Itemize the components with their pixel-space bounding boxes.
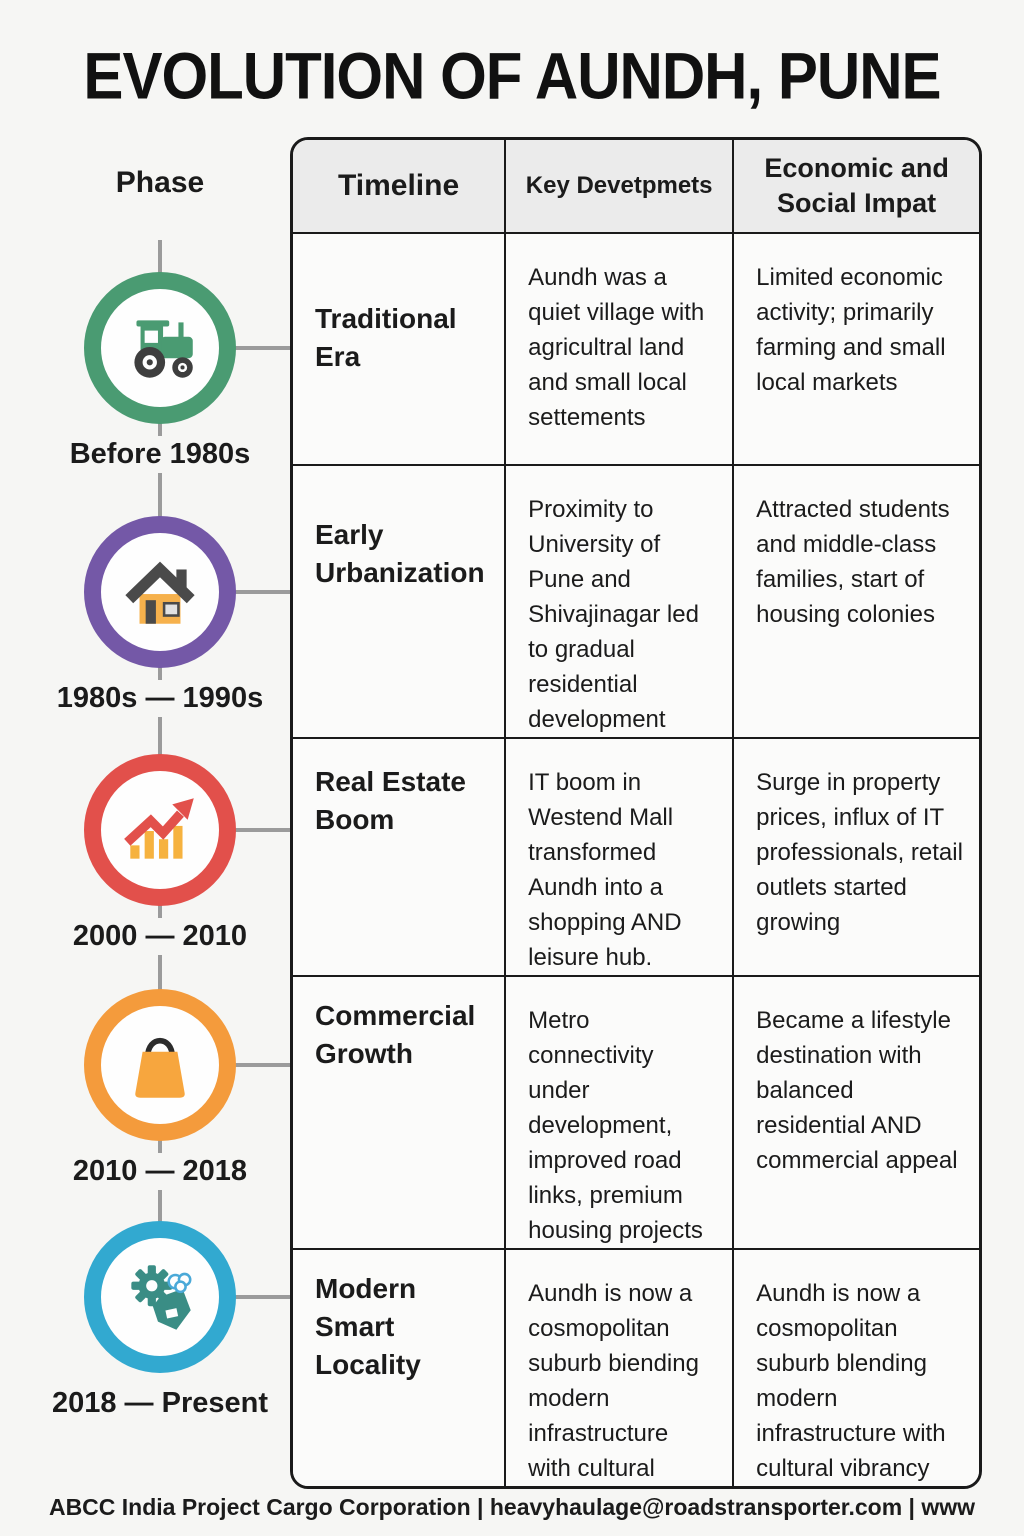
row-impact: Limited economic activity; primarily far… [732,231,979,464]
house-icon [125,561,195,624]
row-developments: Aundh is now a cosmopolitan suburb biend… [504,1248,733,1486]
col-header-impact: Economic and Social Impat [732,140,979,232]
phase-connector [232,1063,292,1067]
row-timeline: Early Urbanization [293,464,505,737]
tractor-icon [134,320,193,378]
phase-ring [84,272,236,424]
phase-ring [84,1221,236,1373]
phase-item-real-estate-boom: 2000 — 2010 [40,754,280,955]
row-timeline: Traditional Era [293,231,505,464]
phase-label: 2010 — 2018 [66,1153,254,1190]
phase-item-traditional-era: Before 1980s [40,272,280,473]
phase-item-modern-smart-locality: 2018 — Present [40,1221,280,1422]
phase-item-early-urbanization: 1980s — 1990s [40,516,280,717]
row-impact: Aundh is now a cosmopolitan suburb blend… [732,1248,979,1486]
row-timeline: Real Estate Boom [293,737,505,975]
phase-label: 2000 — 2010 [66,918,254,955]
page-title: EVOLUTION OF AUNDH, PUNE [83,39,941,113]
growth-chart-icon [124,798,194,859]
row-impact: Attracted students and middle-class fami… [732,464,979,737]
phase-ring [84,754,236,906]
phase-connector [232,828,292,832]
shopping-bag-icon [135,1038,185,1098]
phase-ring [84,989,236,1141]
phase-column-heading: Phase [115,166,205,199]
phase-label: Before 1980s [63,436,257,473]
phase-connector [232,346,292,350]
phase-ring [84,516,236,668]
row-impact: Surge in property prices, influx of IT p… [732,737,979,975]
col-header-timeline: Timeline [293,140,505,232]
col-header-developments: Key Devetpmets [504,140,733,232]
row-timeline: Modern Smart Locality [293,1248,505,1486]
smart-city-gear-icon [131,1265,192,1330]
phase-item-commercial-growth: 2010 — 2018 [40,989,280,1190]
evolution-table: Timeline Key Devetpmets Economic and Soc… [290,137,982,1489]
phase-connector [232,1295,292,1299]
phase-connector [232,590,292,594]
phase-label: 2018 — Present [45,1385,274,1422]
row-developments: Metro connectivity under development, im… [504,975,733,1248]
row-developments: Aundh was a quiet village with agricultr… [504,231,733,464]
row-developments: IT boom in Westend Mall transformed Aund… [504,737,733,975]
row-impact: Became a lifestyle destination with bala… [732,975,979,1248]
row-developments: Proximity to University of Pune and Shiv… [504,464,733,737]
footer-credit: ABCC India Project Cargo Corporation | h… [48,1494,976,1520]
phase-label: 1980s — 1990s [50,680,270,717]
row-timeline: Commercial Growth [293,975,505,1248]
